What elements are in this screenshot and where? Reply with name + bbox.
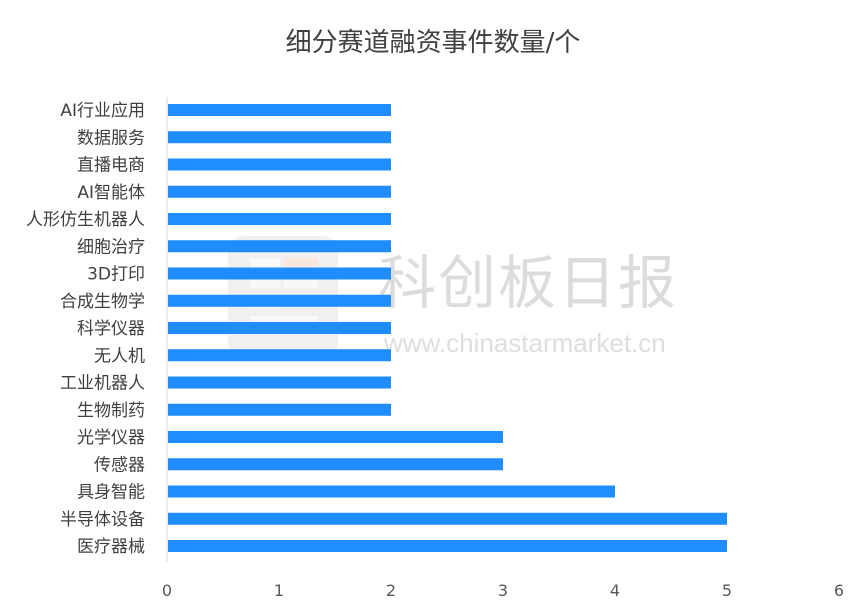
x-tick-label: 4 [610, 581, 620, 600]
x-tick-label: 1 [274, 581, 284, 600]
bar [168, 131, 391, 144]
category-label: 半导体设备 [60, 510, 145, 530]
category-label: AI行业应用 [60, 101, 145, 121]
category-label: 3D打印 [87, 265, 145, 285]
bar [168, 376, 391, 389]
x-tick-label: 0 [162, 581, 172, 600]
category-label: 医疗器械 [77, 537, 145, 557]
x-tick-labels-group: 0 1 2 3 4 5 6 [162, 581, 844, 600]
bar [168, 185, 391, 198]
watermark-text: 科创板日报 [378, 249, 678, 317]
bar [168, 267, 391, 280]
category-label: 人形仿生机器人 [26, 210, 145, 230]
category-label: AI智能体 [77, 183, 145, 203]
x-tick-label: 2 [386, 581, 396, 600]
x-tick-label: 3 [498, 581, 508, 600]
bar [168, 104, 391, 116]
category-label: 数据服务 [77, 128, 145, 148]
bar [168, 349, 391, 362]
bar [168, 322, 391, 334]
category-label: 细胞治疗 [77, 237, 145, 257]
bar [168, 512, 727, 525]
chart-title: 细分赛道融资事件数量/个 [286, 28, 581, 58]
bar [168, 294, 391, 307]
bars-group [168, 104, 727, 552]
bar [168, 458, 503, 471]
category-label: 具身智能 [77, 483, 145, 503]
category-label: 科学仪器 [77, 319, 145, 339]
category-label: 无人机 [94, 346, 145, 366]
bar [168, 213, 391, 225]
x-tick-label: 6 [834, 581, 844, 600]
bar [168, 158, 391, 171]
x-tick-label: 5 [722, 581, 732, 600]
category-label: 合成生物学 [60, 292, 145, 312]
category-label: 生物制药 [77, 401, 145, 421]
category-label: 光学仪器 [77, 428, 145, 448]
category-label: 传感器 [94, 455, 145, 475]
bar [168, 485, 615, 498]
category-label: 直播电商 [77, 156, 145, 176]
bar [168, 240, 391, 253]
bar [168, 431, 503, 443]
bar [168, 403, 391, 416]
watermark-url: www.chinastarmarket.cn [383, 328, 666, 358]
bar [168, 540, 727, 552]
category-label: 工业机器人 [60, 374, 145, 394]
